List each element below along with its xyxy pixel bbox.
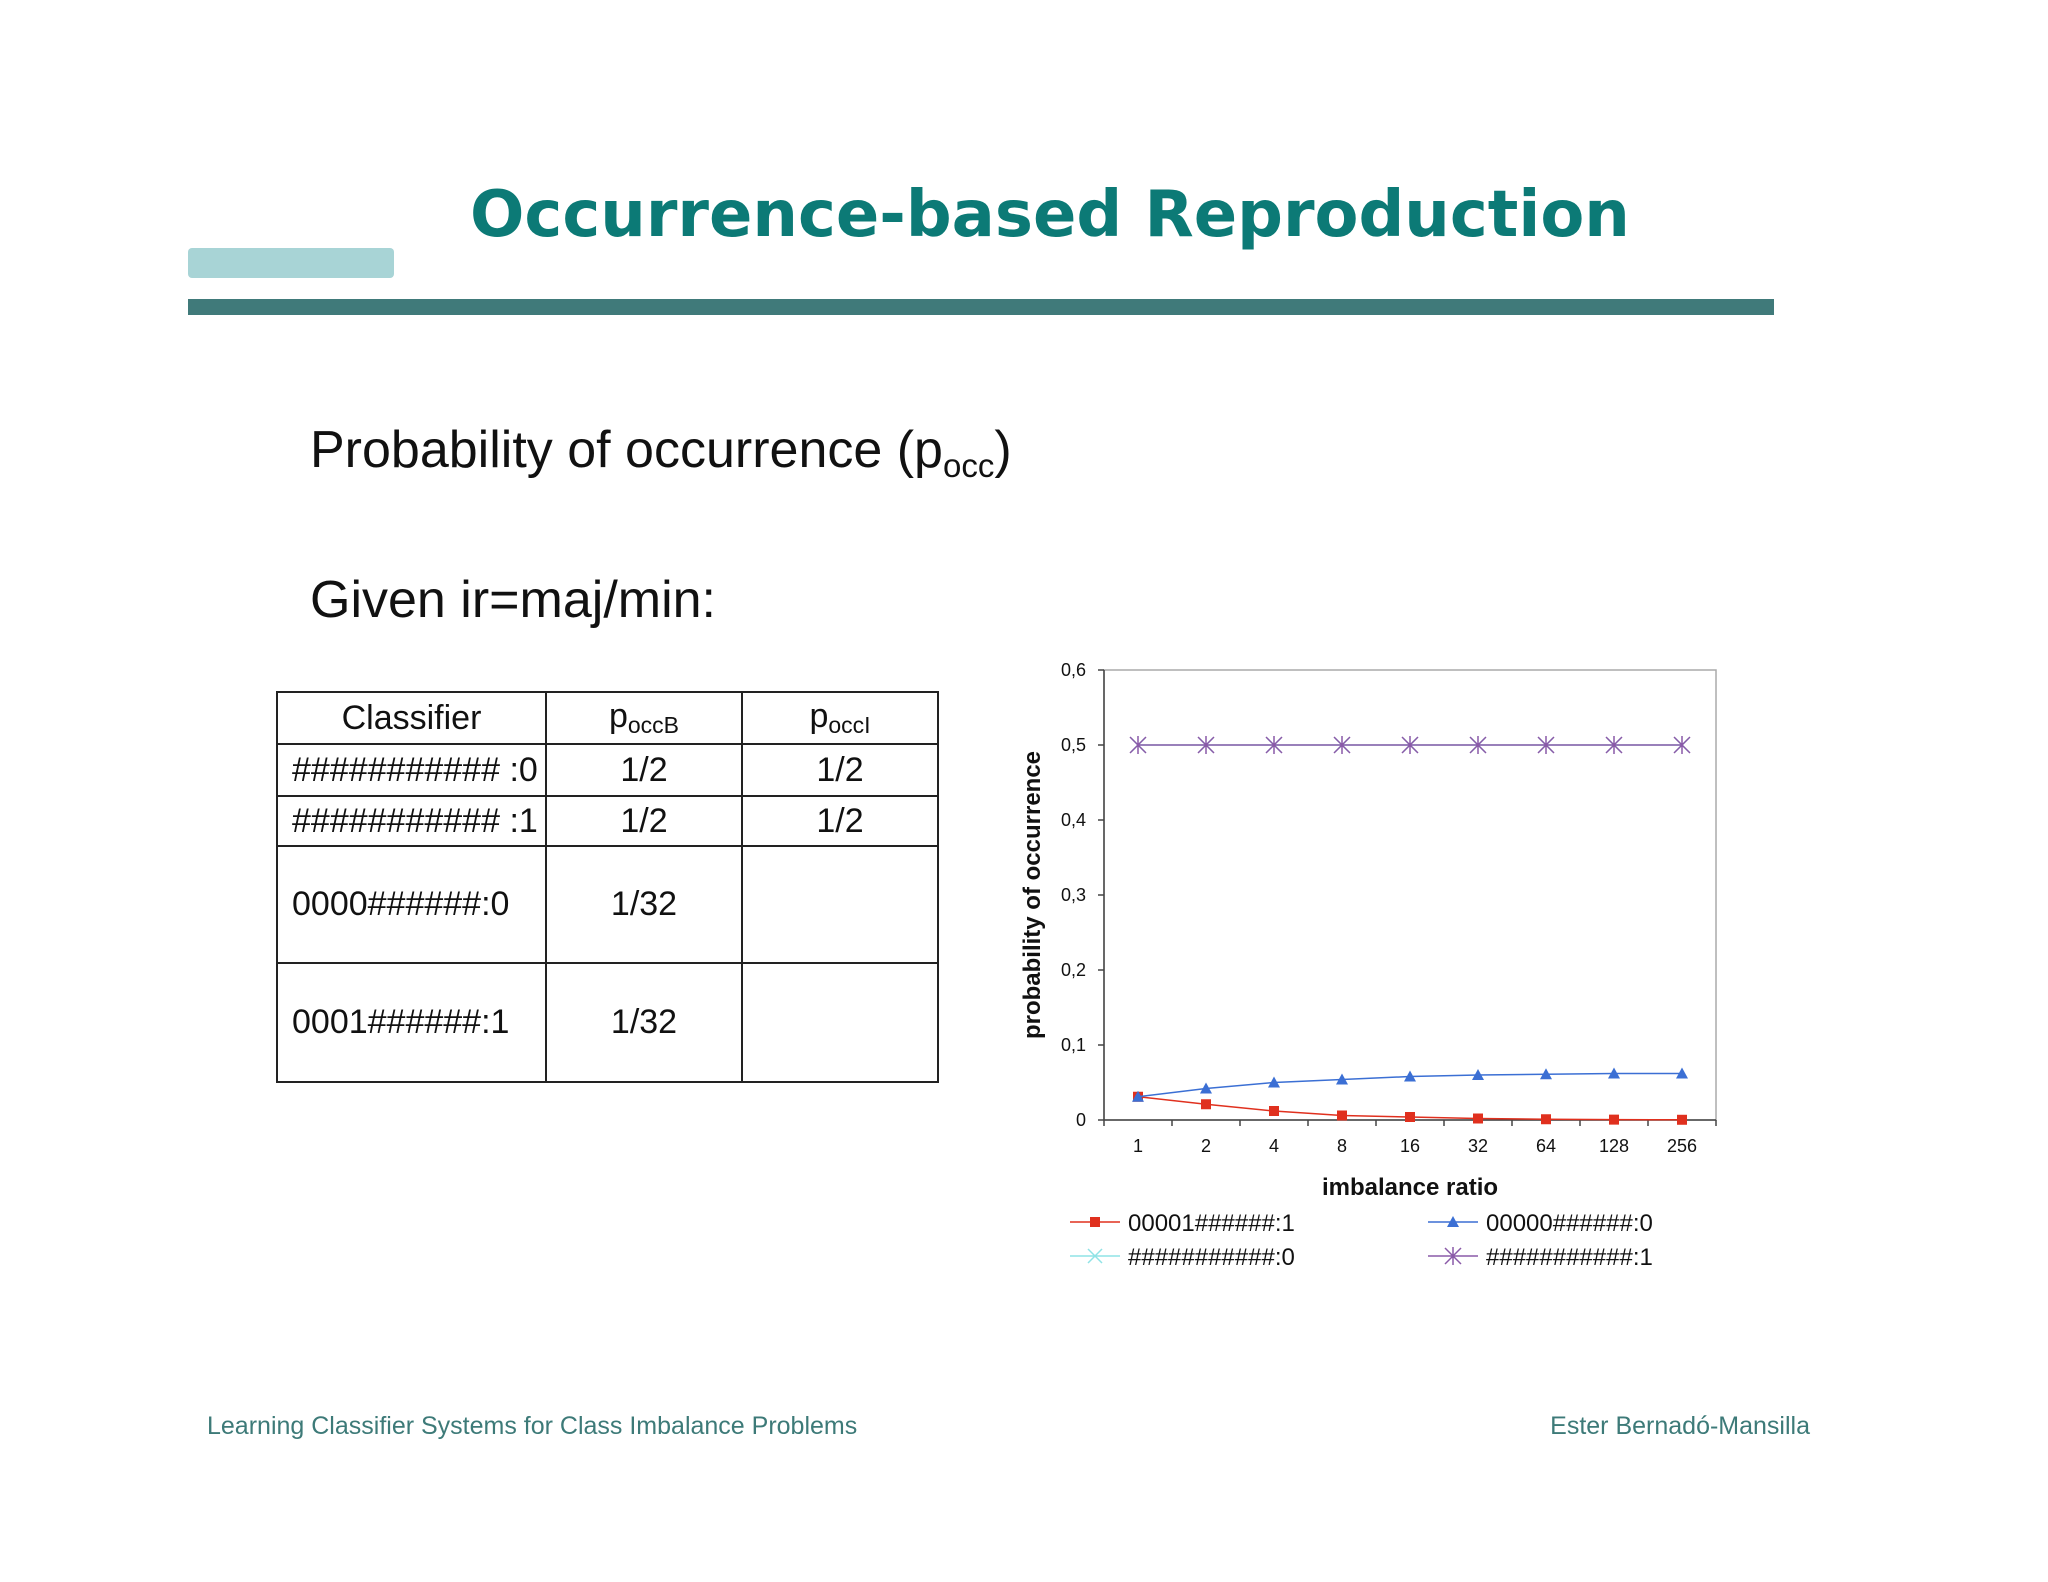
data-point-series-3 xyxy=(1605,736,1623,754)
y-tick-label: 0,3 xyxy=(1061,885,1086,905)
table-header-row: Classifier poccB poccI xyxy=(276,691,939,745)
data-point-series-0 xyxy=(1405,1112,1415,1122)
data-point-series-0 xyxy=(1609,1114,1619,1125)
table-cell-poccb: 1/2 xyxy=(545,795,743,847)
data-point-series-2 xyxy=(1674,737,1690,753)
data-point-series-0 xyxy=(1677,1114,1687,1125)
table-cell-classifier: ########### :1 xyxy=(276,795,547,847)
slide-title: Occurrence-based Reproduction xyxy=(470,178,1630,252)
x-tick-label: 8 xyxy=(1337,1136,1347,1156)
table-cell-classifier: ########### :0 xyxy=(276,743,547,797)
table-cell-pocci: 1/2 xyxy=(741,795,939,847)
legend-label: ###########:1 xyxy=(1486,1244,1653,1271)
table-row: 0000######:0 1/32 xyxy=(276,845,939,964)
legend-marker xyxy=(1447,1216,1459,1227)
probability-heading-subscript: occ xyxy=(942,447,995,484)
x-tick-label: 256 xyxy=(1667,1136,1697,1156)
table-row: 0001######:1 1/32 xyxy=(276,962,939,1083)
data-point-series-2 xyxy=(1470,737,1486,753)
data-point-series-2 xyxy=(1130,737,1146,753)
data-point-series-0 xyxy=(1133,1091,1143,1102)
data-point-series-2 xyxy=(1606,737,1622,753)
table-cell-pocci xyxy=(741,962,939,1083)
data-point-series-0 xyxy=(1201,1099,1211,1110)
x-tick-label: 1 xyxy=(1133,1136,1143,1156)
y-axis-title: probability of occurrence xyxy=(1019,751,1046,1039)
table-cell-poccb: 1/2 xyxy=(545,743,743,797)
header-poccb: poccB xyxy=(545,691,743,745)
data-point-series-1 xyxy=(1336,1073,1348,1085)
x-tick-label: 32 xyxy=(1468,1136,1488,1156)
data-point-series-0 xyxy=(1473,1113,1483,1124)
probability-heading-close: ) xyxy=(994,421,1012,479)
data-point-series-3 xyxy=(1673,736,1691,754)
data-point-series-1 xyxy=(1132,1090,1144,1102)
x-tick-label: 128 xyxy=(1599,1136,1629,1156)
title-underline-rule xyxy=(188,299,1774,315)
data-point-series-1 xyxy=(1676,1067,1688,1079)
data-point-series-2 xyxy=(1198,737,1214,753)
data-point-series-3 xyxy=(1469,736,1487,754)
probability-heading-text: Probability of occurrence (p xyxy=(310,421,943,479)
y-tick-label: 0,1 xyxy=(1061,1035,1086,1055)
data-point-series-3 xyxy=(1333,736,1351,754)
table-cell-pocci: 1/2 xyxy=(741,743,939,797)
data-point-series-0 xyxy=(1337,1110,1347,1121)
legend-label: ###########:0 xyxy=(1128,1244,1295,1271)
data-point-series-3 xyxy=(1129,736,1147,754)
classifier-table: Classifier poccB poccI ########### :0 1/… xyxy=(276,691,939,1083)
table-cell-poccb: 1/32 xyxy=(545,845,743,964)
y-tick-label: 0,2 xyxy=(1061,960,1086,980)
header-classifier: Classifier xyxy=(276,691,547,745)
table-cell-classifier: 0000######:0 xyxy=(276,845,547,964)
title-accent-bar xyxy=(188,248,394,278)
data-point-series-2 xyxy=(1334,737,1350,753)
legend-marker xyxy=(1444,1247,1462,1265)
data-point-series-1 xyxy=(1608,1067,1620,1079)
x-axis-title: imbalance ratio xyxy=(1322,1174,1498,1201)
data-point-series-0 xyxy=(1541,1114,1551,1125)
data-point-series-0 xyxy=(1269,1106,1279,1116)
x-tick-label: 16 xyxy=(1400,1136,1420,1156)
y-tick-label: 0,5 xyxy=(1061,735,1086,755)
data-point-series-2 xyxy=(1538,737,1554,753)
data-point-series-3 xyxy=(1265,736,1283,754)
data-point-series-1 xyxy=(1200,1082,1212,1094)
legend-label: 00001######:1 xyxy=(1128,1210,1295,1237)
footer-author: Ester Bernadó-Mansilla xyxy=(1550,1412,1810,1440)
x-tick-label: 64 xyxy=(1536,1136,1556,1156)
legend-label: 00000######:0 xyxy=(1486,1210,1653,1237)
series-line-0 xyxy=(1137,1096,1683,1121)
y-tick-label: 0 xyxy=(1076,1110,1086,1130)
data-point-series-1 xyxy=(1404,1070,1416,1082)
legend-marker xyxy=(1087,1248,1103,1264)
table-row: ########### :0 1/2 1/2 xyxy=(276,743,939,797)
legend-marker xyxy=(1090,1217,1100,1227)
table-cell-classifier: 0001######:1 xyxy=(276,962,547,1083)
given-ratio-text: Given ir=maj/min: xyxy=(310,571,716,629)
table-cell-pocci xyxy=(741,845,939,964)
x-tick-label: 2 xyxy=(1201,1136,1211,1156)
y-tick-label: 0,4 xyxy=(1061,810,1086,830)
series-line-1 xyxy=(1137,1072,1682,1098)
header-pocci: poccI xyxy=(741,691,939,745)
data-point-series-3 xyxy=(1537,736,1555,754)
table-cell-poccb: 1/32 xyxy=(545,962,743,1083)
data-point-series-1 xyxy=(1472,1069,1484,1080)
plot-area xyxy=(1103,669,1717,1121)
y-tick-label: 0,6 xyxy=(1061,660,1086,680)
probability-heading: Probability of occurrence (pocc) xyxy=(310,420,1012,485)
table-row: ########### :1 1/2 1/2 xyxy=(276,795,939,847)
footer-course-title: Learning Classifier Systems for Class Im… xyxy=(207,1412,858,1440)
x-tick-label: 4 xyxy=(1269,1136,1279,1156)
data-point-series-2 xyxy=(1266,737,1282,753)
data-point-series-2 xyxy=(1402,737,1418,753)
data-point-series-3 xyxy=(1401,736,1419,754)
data-point-series-1 xyxy=(1540,1068,1552,1080)
data-point-series-1 xyxy=(1268,1076,1280,1088)
data-point-series-3 xyxy=(1197,736,1215,754)
